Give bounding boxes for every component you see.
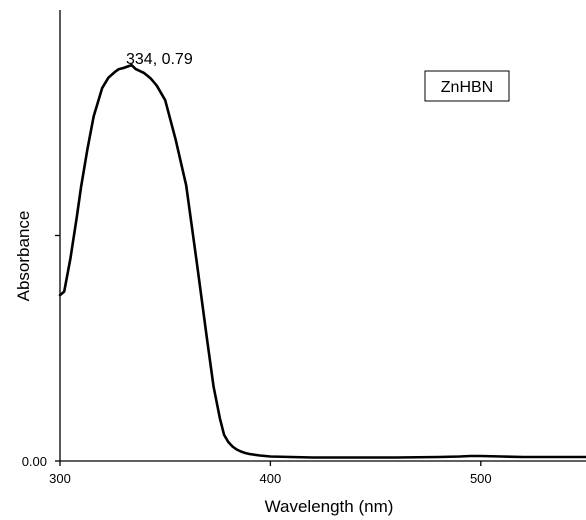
legend: ZnHBN [424, 70, 510, 102]
x-tick-label: 400 [260, 471, 282, 486]
y-tick-label: 0.00 [22, 454, 47, 469]
x-tick-label: 500 [470, 471, 492, 486]
x-tick-label: 300 [49, 471, 71, 486]
x-axis-label: Wavelength (nm) [265, 497, 394, 516]
peak-annotation: 334, 0.79 [126, 51, 193, 68]
legend-box [424, 70, 510, 102]
legend-label: ZnHBN [441, 79, 493, 96]
series-line-znhbn [58, 63, 586, 459]
ticks: 300 400 500 0.00 [22, 234, 492, 486]
y-axis-label: Absorbance [14, 211, 33, 302]
